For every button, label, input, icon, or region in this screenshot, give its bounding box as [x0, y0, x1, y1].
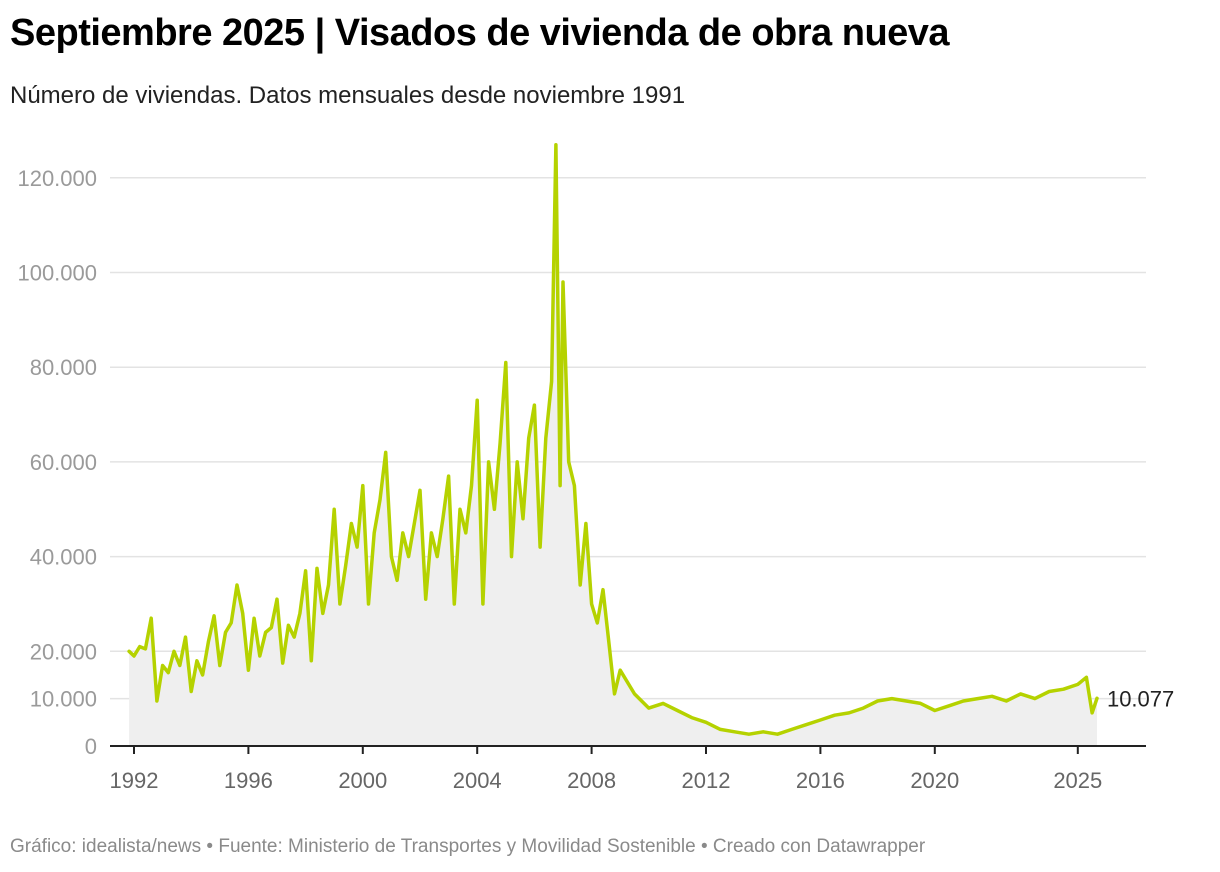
data-line — [127, 142, 1099, 736]
y-tick-label: 120.000 — [17, 166, 97, 191]
chart-subtitle: Número de viviendas. Datos mensuales des… — [10, 82, 686, 109]
x-tick-label: 2004 — [453, 768, 502, 793]
y-tick-label: 40.000 — [30, 545, 97, 570]
y-tick-label: 10.000 — [30, 687, 97, 712]
x-tick-label: 2020 — [910, 768, 959, 793]
gridlines — [110, 177, 1146, 700]
x-tick-label: 2016 — [796, 768, 845, 793]
y-tick-label: 100.000 — [17, 261, 97, 286]
chart-footer-credits: Gráfico: idealista/news • Fuente: Minist… — [10, 836, 926, 857]
x-tick-label: 1996 — [224, 768, 273, 793]
x-tick-label: 2000 — [338, 768, 387, 793]
y-tick-label: 20.000 — [30, 639, 97, 664]
x-tick-label: 1992 — [110, 768, 159, 793]
area-fill — [129, 144, 1098, 746]
x-tick-label: 2008 — [567, 768, 616, 793]
y-tick-label: 0 — [85, 734, 97, 759]
x-axis-ticks: 1992 1996 2000 2004 2008 2012 2016 2020 2025 — [110, 746, 1102, 793]
y-tick-label: 60.000 — [30, 450, 97, 475]
x-tick-label: 2025 — [1053, 768, 1102, 793]
x-tick-label: 2012 — [682, 768, 731, 793]
chart-title: Septiembre 2025 | Visados de vivienda de… — [10, 12, 950, 54]
y-axis-labels: 0 10.000 20.000 40.000 60.000 80.000 100.000 12… — [17, 166, 97, 759]
end-value-label: 10.077 — [1107, 686, 1174, 711]
y-tick-label: 80.000 — [30, 355, 97, 380]
